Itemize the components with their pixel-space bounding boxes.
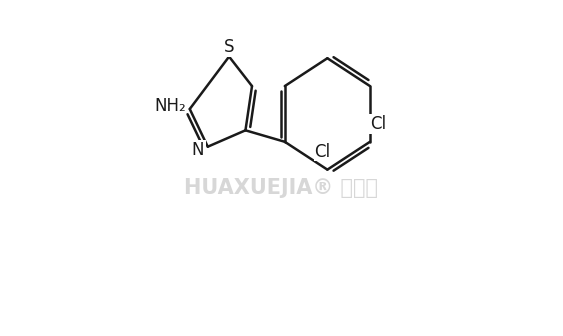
Text: HUAXUEJIA® 化学加: HUAXUEJIA® 化学加 bbox=[185, 178, 378, 198]
Text: S: S bbox=[224, 38, 234, 56]
Text: NH₂: NH₂ bbox=[154, 97, 186, 115]
Text: Cl: Cl bbox=[370, 115, 386, 133]
Text: N: N bbox=[191, 141, 204, 159]
Text: Cl: Cl bbox=[314, 142, 330, 161]
